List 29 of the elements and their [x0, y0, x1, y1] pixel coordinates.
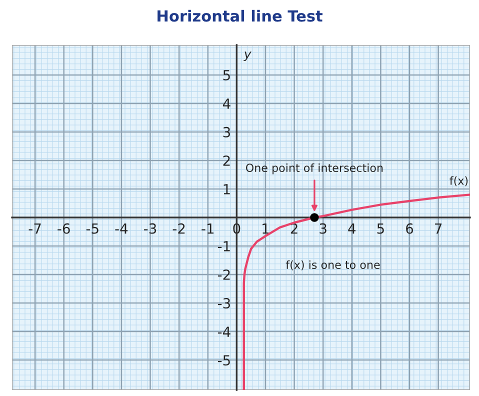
x-tick-label: -3: [144, 223, 156, 234]
x-tick-label: 1: [262, 223, 269, 234]
y-tick-label: 5: [223, 70, 230, 80]
x-tick-label: 4: [348, 223, 356, 234]
y-tick-label: 1: [224, 184, 230, 194]
y-tick-label: -3: [218, 298, 230, 309]
y-tick-label: 3: [223, 126, 230, 138]
x-tick-label: 3: [320, 223, 326, 234]
x-tick-label: 7: [435, 223, 442, 234]
x-tick-label: -6: [58, 223, 70, 234]
chart-title: Horizontal line Test: [158, 10, 322, 22]
y-tick-label: -2: [218, 269, 230, 280]
x-tick-label: -1: [202, 223, 214, 234]
x-tick-label: 6: [406, 223, 414, 234]
line-series: [242, 194, 470, 390]
annotation: f(x) is one to one: [286, 260, 380, 270]
y-tick-label: -4: [218, 326, 230, 337]
y-tick-label: -1: [218, 241, 230, 252]
annotation: One point of intersection: [246, 163, 383, 174]
x-tick-label: -7: [28, 223, 41, 234]
series-label: f(x): [450, 176, 468, 186]
y-tick-label: 4: [222, 98, 230, 109]
x-tick-label: -5: [86, 223, 98, 234]
y-tick-label: 2: [223, 155, 230, 166]
y-axis-title: y: [244, 52, 252, 62]
x-tick-label: 5: [377, 223, 384, 234]
x-tick-label: -4: [115, 223, 128, 234]
x-tick-label: -2: [172, 223, 185, 234]
y-tick-label: -5: [218, 355, 230, 366]
